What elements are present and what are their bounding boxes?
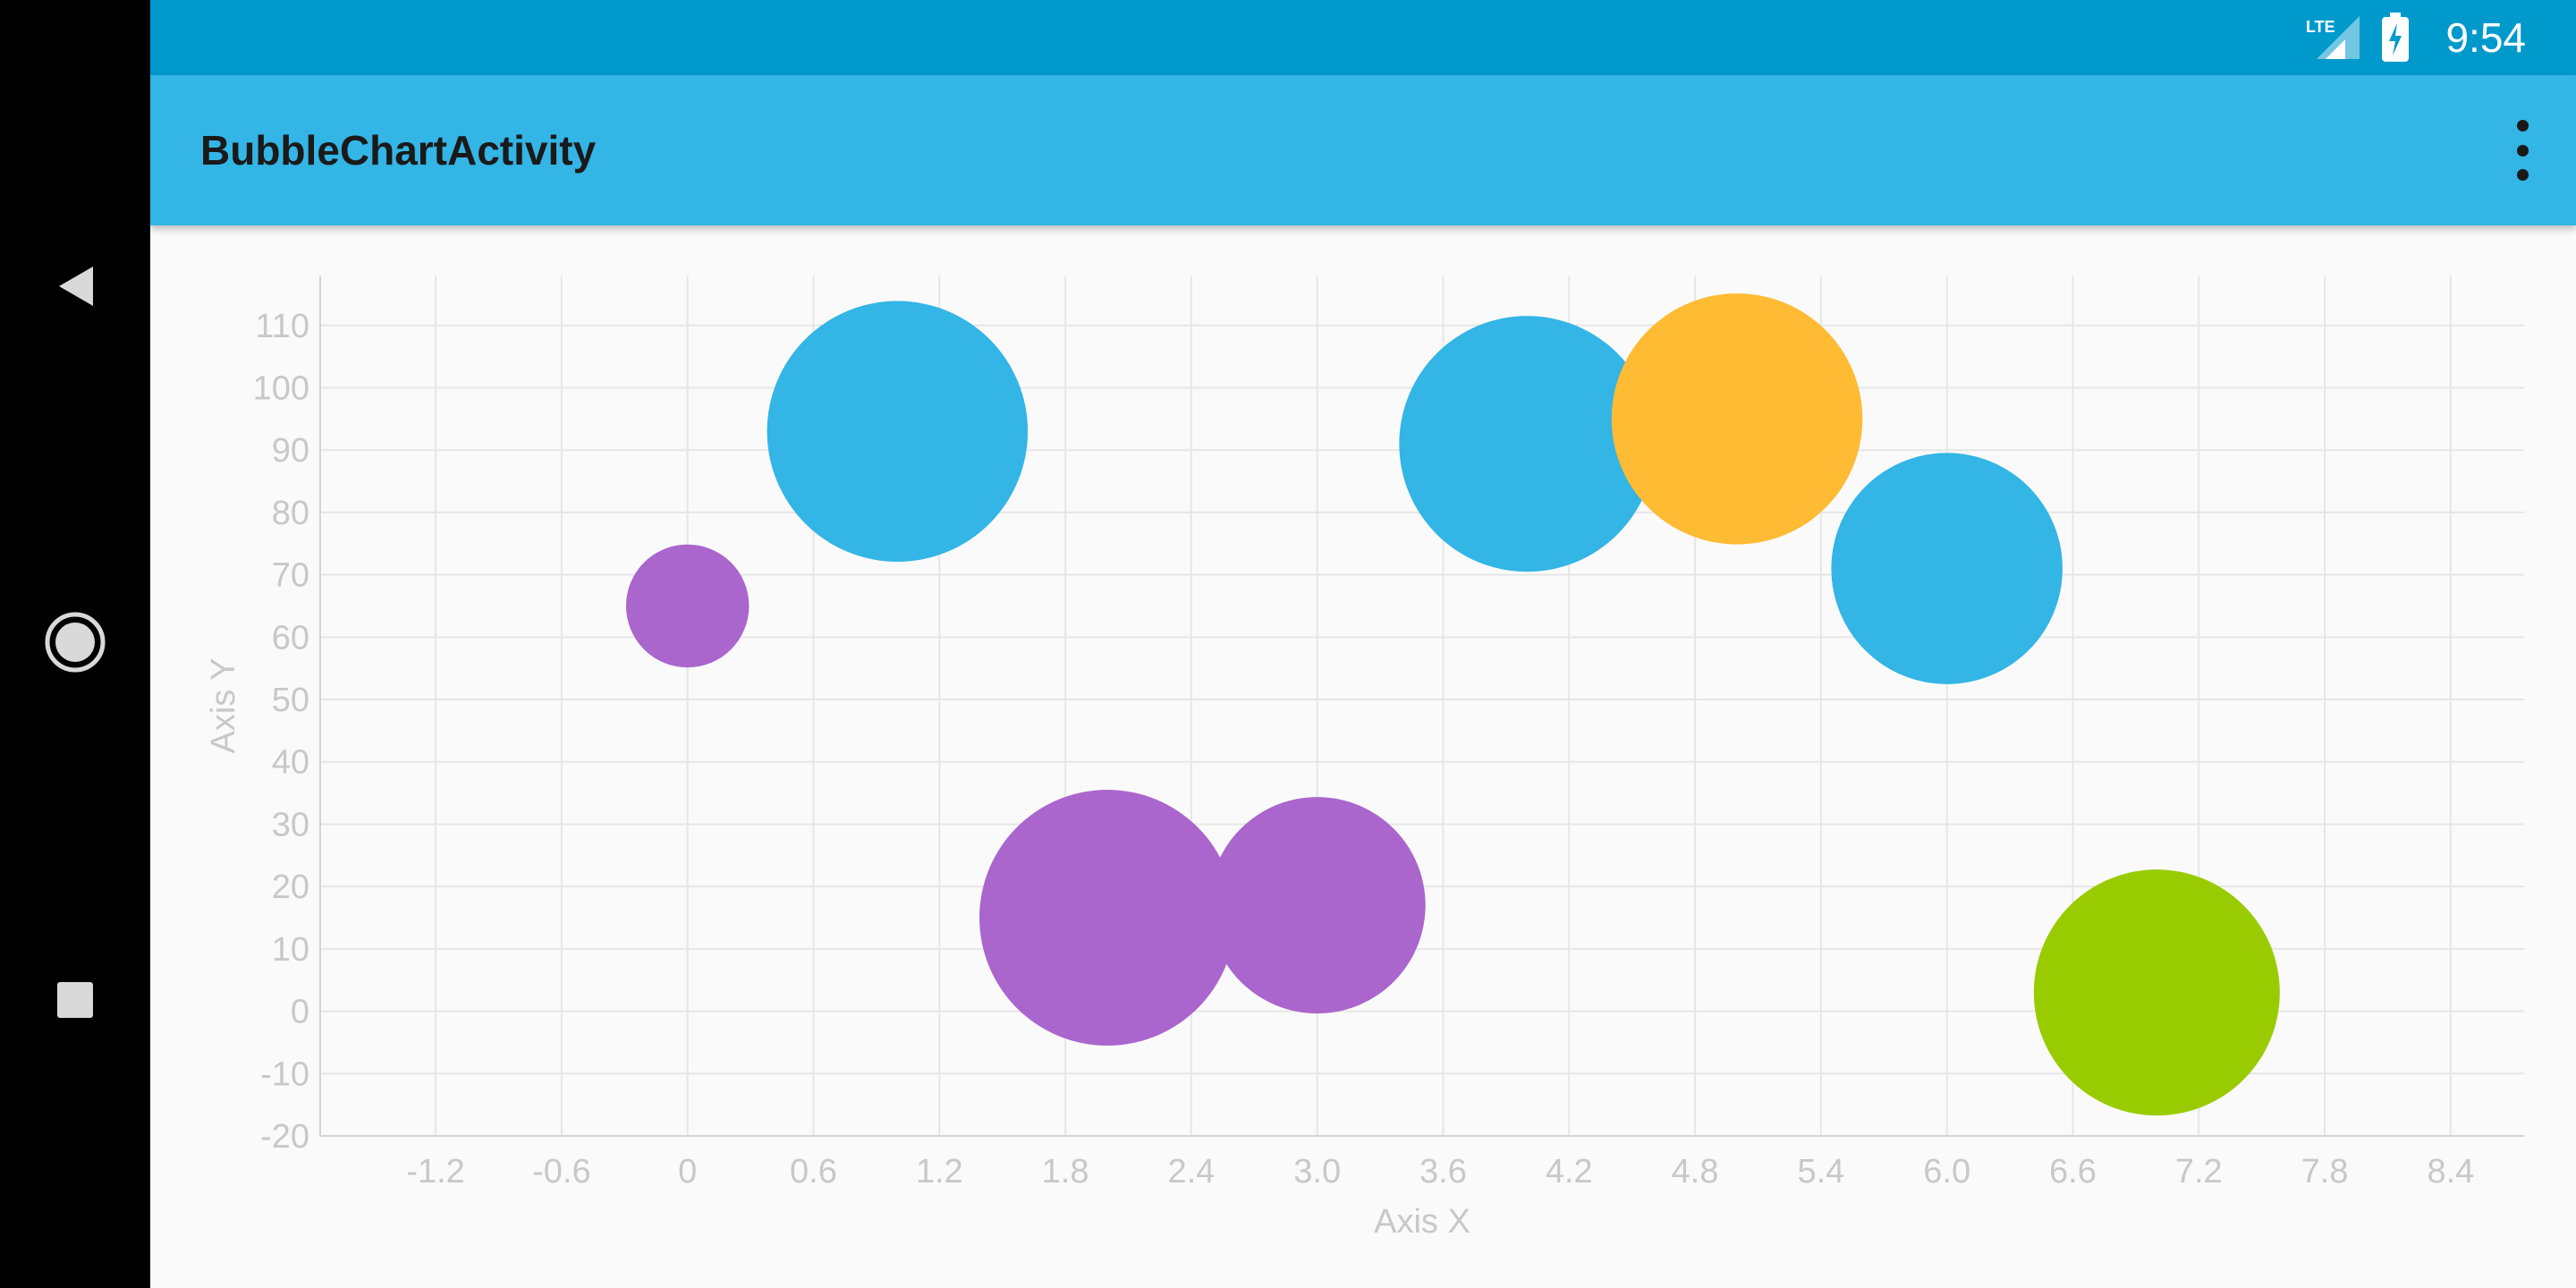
y-tick-label: 90 xyxy=(272,432,309,470)
bubble-point xyxy=(979,790,1235,1046)
x-tick-label: 1.8 xyxy=(1042,1153,1089,1191)
y-tick-label: 10 xyxy=(272,931,309,969)
x-tick-label: 6.6 xyxy=(2049,1153,2097,1191)
y-tick-label: -10 xyxy=(260,1055,309,1093)
navigation-bar xyxy=(0,0,150,1288)
y-tick-label: 20 xyxy=(272,869,309,906)
x-tick-label: 0 xyxy=(678,1153,697,1191)
y-tick-label: 110 xyxy=(255,308,309,345)
y-tick-label: 50 xyxy=(272,682,309,719)
y-axis-label: Axis Y xyxy=(205,657,242,753)
y-tick-label: 0 xyxy=(291,994,309,1031)
y-tick-label: 100 xyxy=(253,369,309,407)
home-icon[interactable] xyxy=(39,606,111,678)
tick-labels: -1.2 -0.6 0 0.6 1.2 1.8 2.4 3.0 3.6 4.2 4.8 5.4 6.0 6… xyxy=(253,308,2475,1191)
menu-dot xyxy=(2516,120,2529,131)
x-tick-label: 7.2 xyxy=(2175,1153,2223,1191)
more-vert-icon[interactable] xyxy=(2504,120,2540,181)
chart-axes xyxy=(319,275,2524,1137)
app-title: BubbleChartActivity xyxy=(200,127,597,174)
x-tick-label: 2.4 xyxy=(1167,1153,1215,1191)
battery-charging-icon xyxy=(2381,13,2410,67)
bubble-chart[interactable]: -1.2 -0.6 0 0.6 1.2 1.8 2.4 3.0 3.6 4.2 4.8 5.4 6.0 6… xyxy=(150,225,2576,1288)
recents-icon[interactable] xyxy=(39,964,111,1036)
x-tick-label: 4.2 xyxy=(1546,1153,1593,1191)
menu-dot xyxy=(2516,169,2529,181)
y-tick-label: -20 xyxy=(260,1118,309,1156)
bubble-point xyxy=(625,544,750,668)
x-tick-label: 1.2 xyxy=(916,1153,963,1191)
x-tick-label: 3.6 xyxy=(1419,1153,1467,1191)
status-clock: 9:54 xyxy=(2445,14,2526,61)
bubble-point xyxy=(1399,316,1656,572)
app-bar: BubbleChartActivity xyxy=(150,75,2576,225)
x-tick-label: -1.2 xyxy=(406,1153,464,1191)
x-tick-label: -0.6 xyxy=(532,1153,590,1191)
bubble-series xyxy=(625,293,2280,1116)
y-tick-label: 30 xyxy=(272,806,309,843)
lte-signal-icon: LTE xyxy=(2304,14,2361,65)
x-tick-label: 7.8 xyxy=(2301,1153,2349,1191)
y-tick-label: 70 xyxy=(272,557,309,595)
x-axis-label: Axis X xyxy=(1374,1203,1470,1241)
y-tick-label: 60 xyxy=(272,619,309,657)
bubble-point xyxy=(1831,453,2063,684)
status-bar: LTE 9:54 xyxy=(150,0,2576,75)
x-tick-label: 4.8 xyxy=(1672,1153,1719,1191)
back-icon[interactable] xyxy=(39,250,111,322)
bubble-point xyxy=(767,301,1029,563)
bubble-point xyxy=(1208,797,1426,1014)
x-tick-label: 0.6 xyxy=(790,1153,837,1191)
x-tick-label: 6.0 xyxy=(1923,1153,1970,1191)
x-tick-label: 3.0 xyxy=(1293,1153,1341,1191)
menu-dot xyxy=(2516,144,2529,157)
x-tick-label: 5.4 xyxy=(1797,1153,1844,1191)
y-tick-label: 40 xyxy=(272,744,309,782)
bubble-point xyxy=(2033,869,2280,1116)
x-tick-label: 8.4 xyxy=(2427,1153,2474,1191)
network-type-label: LTE xyxy=(2306,18,2335,36)
y-tick-label: 80 xyxy=(272,495,309,532)
bubble-point xyxy=(1611,293,1863,545)
